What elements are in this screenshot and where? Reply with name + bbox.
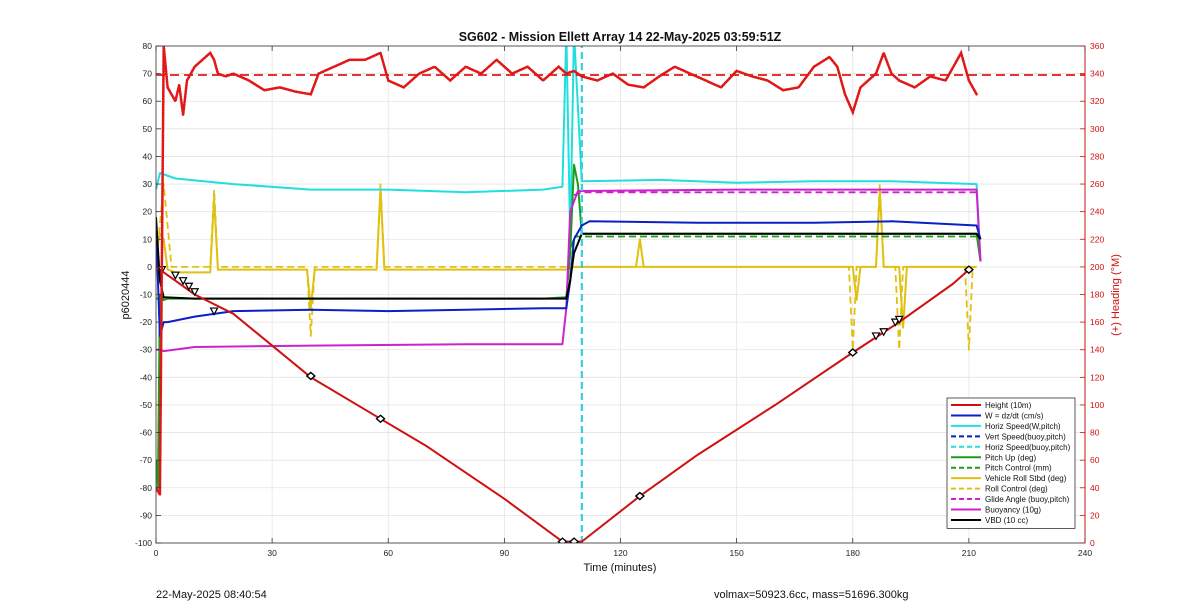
legend-label: Horiz Speed(W,pitch) bbox=[985, 422, 1061, 431]
footer-timestamp: 22-May-2025 08:40:54 bbox=[156, 589, 267, 601]
y-tick-label: -10 bbox=[140, 290, 153, 300]
y2-tick-label: 200 bbox=[1090, 262, 1104, 272]
legend-label: VBD (10 cc) bbox=[985, 516, 1028, 525]
y-tick-label: 80 bbox=[143, 41, 153, 51]
y2-tick-label: 20 bbox=[1090, 510, 1100, 520]
y2-tick-label: 100 bbox=[1090, 400, 1104, 410]
y-tick-label: -40 bbox=[140, 372, 153, 382]
x-tick-label: 150 bbox=[730, 548, 744, 558]
x-tick-label: 120 bbox=[613, 548, 627, 558]
y2-tick-label: 140 bbox=[1090, 345, 1104, 355]
y2-tick-label: 280 bbox=[1090, 151, 1104, 161]
legend-label: Pitch Control (mm) bbox=[985, 464, 1052, 473]
height-marker-triangle bbox=[170, 271, 180, 280]
series-line bbox=[156, 217, 982, 300]
y2-tick-label: 300 bbox=[1090, 124, 1104, 134]
grid bbox=[155, 45, 1086, 544]
y2-tick-label: 360 bbox=[1090, 41, 1104, 51]
height-marker-triangle bbox=[178, 277, 188, 286]
x-tick-label: 180 bbox=[846, 548, 860, 558]
y-tick-label: -80 bbox=[140, 483, 153, 493]
height-marker-triangle bbox=[890, 318, 900, 327]
legend-label: Glide Angle (buoy,pitch) bbox=[985, 495, 1070, 504]
y2-tick-label: 120 bbox=[1090, 372, 1104, 382]
height-marker-diamond bbox=[963, 265, 974, 275]
legend-label: Vert Speed(buoy,pitch) bbox=[985, 432, 1066, 441]
y-tick-label: -20 bbox=[140, 317, 153, 327]
y-tick-label: 40 bbox=[143, 151, 153, 161]
legend-label: Height (10m) bbox=[985, 401, 1032, 410]
y2-tick-label: 180 bbox=[1090, 290, 1104, 300]
y2-tick-label: 60 bbox=[1090, 455, 1100, 465]
y-tick-label: 60 bbox=[143, 96, 153, 106]
y-axis-label: p6020444 bbox=[120, 271, 132, 320]
legend-label: Horiz Speed(buoy,pitch) bbox=[985, 443, 1071, 452]
legend-label: Roll Control (deg) bbox=[985, 485, 1048, 494]
y2-tick-label: 340 bbox=[1090, 69, 1104, 79]
y-tick-label: 70 bbox=[143, 69, 153, 79]
y2-tick-label: 260 bbox=[1090, 179, 1104, 189]
y-tick-label: -100 bbox=[135, 538, 152, 548]
y-tick-label: 50 bbox=[143, 124, 153, 134]
series-line bbox=[156, 183, 977, 351]
legend-label: W = dz/dt (cm/s) bbox=[985, 411, 1044, 420]
height-marker-triangle bbox=[879, 328, 889, 337]
x-axis-label: Time (minutes) bbox=[584, 562, 657, 574]
series-line bbox=[573, 191, 977, 196]
height-marker-diamond bbox=[847, 348, 858, 357]
y2-tick-label: 220 bbox=[1090, 234, 1104, 244]
y2-tick-label: 0 bbox=[1090, 538, 1095, 548]
legend-label: Pitch Up (deg) bbox=[985, 453, 1036, 462]
x-tick-label: 240 bbox=[1078, 548, 1092, 558]
height-marker-diamond bbox=[634, 491, 645, 501]
height-marker-triangle bbox=[894, 315, 904, 325]
y-tick-label: -30 bbox=[140, 345, 153, 355]
x-tick-label: 210 bbox=[962, 548, 976, 558]
legend: Height (10m)W = dz/dt (cm/s) Horiz Speed(… bbox=[946, 397, 1076, 529]
series-line bbox=[156, 188, 982, 353]
legend-box bbox=[946, 397, 1076, 529]
legend-label: Vehicle Roll Stbd (deg) bbox=[985, 474, 1067, 483]
x-tick-label: 0 bbox=[154, 548, 159, 558]
x-tick-label: 90 bbox=[500, 548, 510, 558]
x-tick-label: 60 bbox=[384, 548, 394, 558]
y2-tick-label: 160 bbox=[1090, 317, 1104, 327]
height-marker-triangle bbox=[871, 332, 881, 341]
x-tick-label: 30 bbox=[267, 548, 277, 558]
legend-label: Buoyancy (10g) bbox=[985, 506, 1041, 515]
y2-tick-label: 40 bbox=[1090, 483, 1100, 493]
plot-area bbox=[156, 46, 1085, 543]
chart-title: SG602 - Mission Ellett Array 14 22-May-2… bbox=[459, 30, 782, 44]
y2-axis-label: (+) Heading (°M) bbox=[1110, 254, 1122, 336]
series-line bbox=[156, 220, 982, 337]
heading-trace bbox=[156, 46, 978, 500]
y-tick-label: -60 bbox=[140, 428, 153, 438]
y-tick-label: -50 bbox=[140, 400, 153, 410]
y2-tick-label: 320 bbox=[1090, 96, 1104, 106]
height-marker-diamond bbox=[557, 537, 568, 543]
y-tick-label: 20 bbox=[143, 207, 153, 217]
y-tick-label: -90 bbox=[140, 510, 153, 520]
height-marker-triangle bbox=[190, 288, 200, 297]
y2-tick-label: 240 bbox=[1090, 207, 1104, 217]
series-line bbox=[156, 46, 982, 262]
y-tick-label: 0 bbox=[147, 262, 152, 272]
height-marker-diamond bbox=[568, 537, 580, 543]
height-marker-triangle bbox=[184, 282, 194, 291]
height-marker-diamond bbox=[305, 371, 316, 381]
series-line bbox=[156, 163, 982, 489]
footer-volmax-mass: volmax=50923.6cc, mass=51696.300kg bbox=[714, 589, 909, 601]
axes: 0 30 60 90 120 150 180 210 240-100-90-80-70-60-5… bbox=[135, 41, 1104, 558]
y-tick-label: 30 bbox=[143, 179, 153, 189]
y2-tick-label: 80 bbox=[1090, 428, 1100, 438]
height-marker-diamond bbox=[375, 414, 386, 424]
y-tick-label: -70 bbox=[140, 455, 153, 465]
y-tick-label: 10 bbox=[143, 234, 153, 244]
height-marker-triangle bbox=[209, 307, 219, 316]
